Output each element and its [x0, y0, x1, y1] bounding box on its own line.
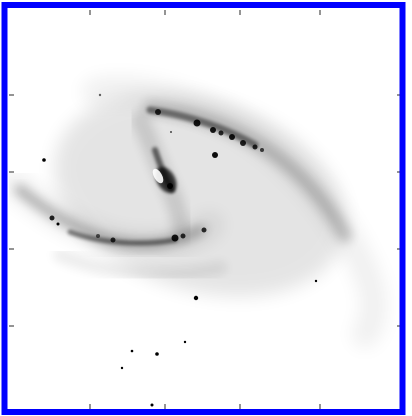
image-frame-border: [1, 2, 406, 415]
star-forming-knots: [49, 109, 264, 243]
field-stars: [42, 93, 318, 407]
upper-spiral-arm: [82, 76, 387, 348]
galaxy-image: [9, 76, 387, 407]
galaxy-core: [152, 167, 177, 193]
